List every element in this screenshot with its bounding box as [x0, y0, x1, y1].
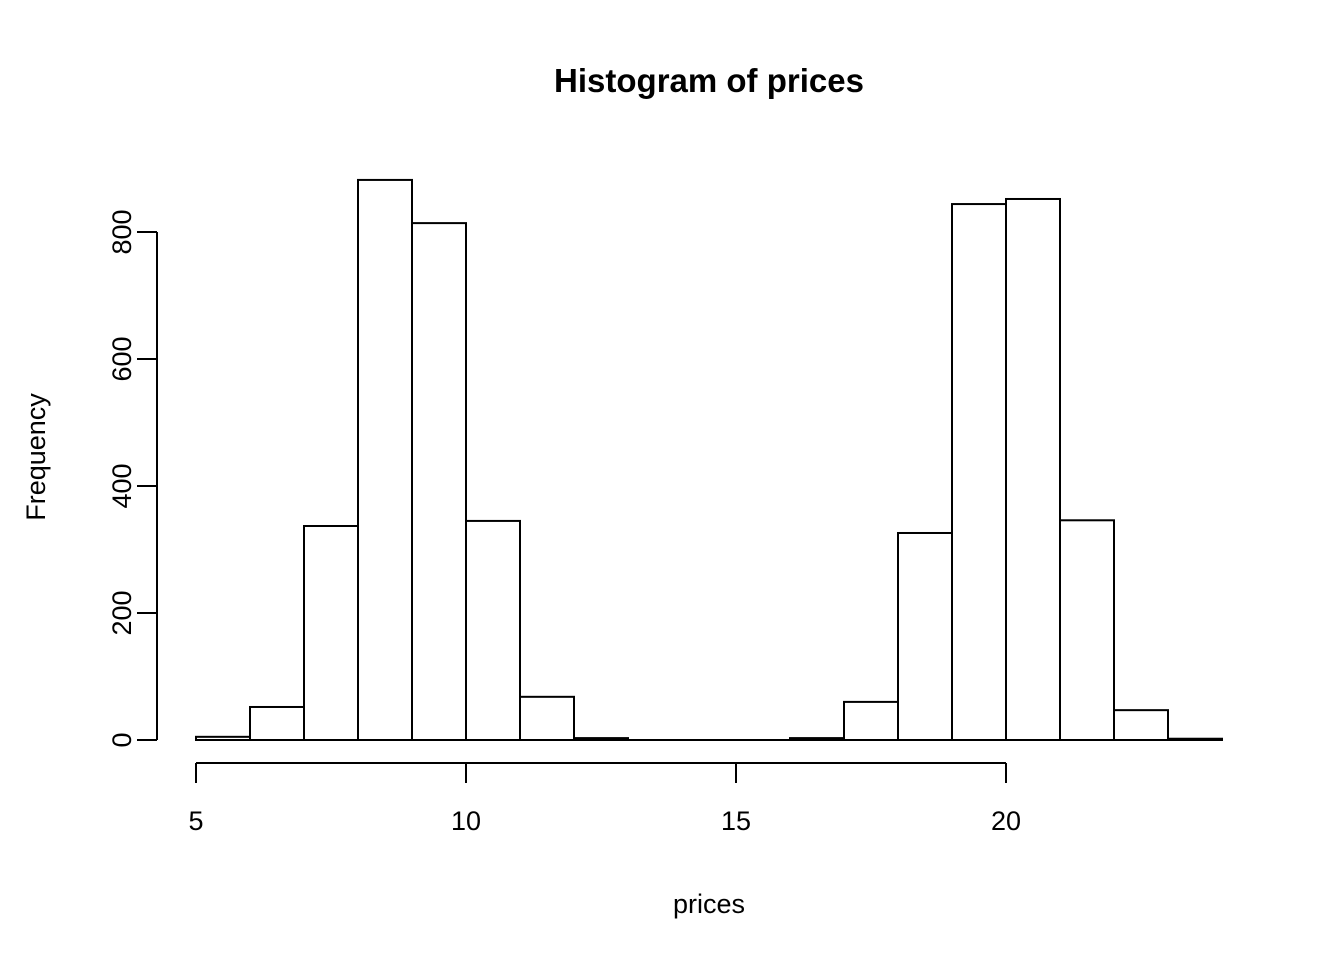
histogram-bar — [951, 203, 1007, 741]
y-tick-label: 400 — [107, 463, 137, 508]
histogram-bar — [1167, 737, 1223, 741]
y-tick-label: 200 — [107, 590, 137, 635]
histogram-bar — [195, 735, 251, 742]
histogram-bar — [1005, 197, 1061, 742]
x-tick-label: 20 — [991, 806, 1021, 836]
y-tick-label: 600 — [107, 336, 137, 381]
histogram-bar — [573, 737, 629, 741]
histogram-bar — [1113, 709, 1169, 742]
chart-title: Histogram of prices — [554, 62, 864, 99]
histogram-bar — [303, 525, 359, 741]
y-axis-label: Frequency — [21, 393, 51, 521]
histogram-bar — [465, 519, 521, 741]
x-tick-label: 15 — [721, 806, 751, 836]
histogram-bar — [1059, 519, 1115, 741]
histogram-bar — [519, 695, 575, 742]
x-axis-label: prices — [673, 889, 745, 919]
y-tick-label: 0 — [107, 732, 137, 747]
histogram-bar — [411, 222, 467, 742]
histogram-bars-group — [195, 178, 1223, 742]
histogram-bar — [357, 178, 413, 741]
histogram-bar — [843, 700, 899, 742]
y-tick-label: 800 — [107, 209, 137, 254]
histogram-bar — [897, 531, 953, 741]
x-tick-label: 10 — [451, 806, 481, 836]
x-tick-label: 5 — [188, 806, 203, 836]
histogram-bar — [249, 705, 305, 741]
axes-group: 0 200 400 600 800 5 10 15 20 — [107, 209, 1021, 836]
histogram-bar — [789, 737, 845, 741]
